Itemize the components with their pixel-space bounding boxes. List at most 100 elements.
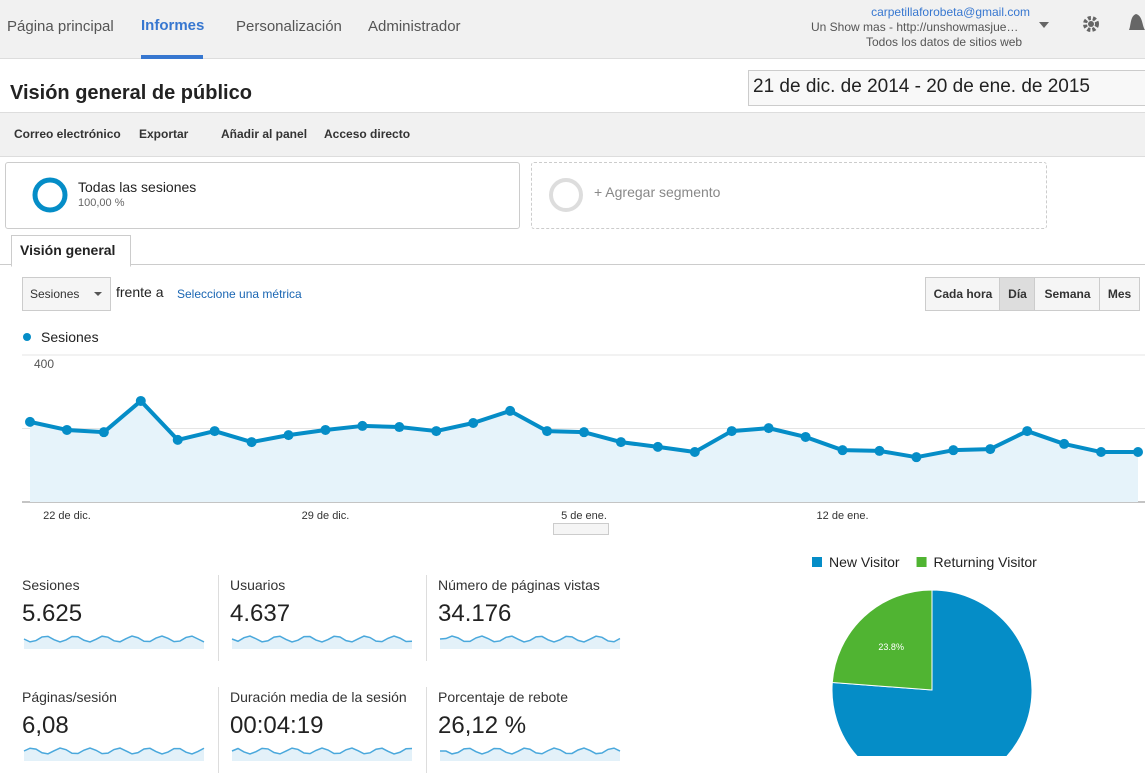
nav-tab[interactable]: Informes	[141, 17, 205, 34]
nav-tab[interactable]: Administrador	[368, 18, 461, 35]
view: Todos los datos de sitios web	[866, 35, 1023, 49]
point	[652, 441, 663, 452]
pie-label: 23.8%	[878, 642, 904, 652]
tab-rule	[0, 264, 1145, 265]
top-nav	[0, 0, 1145, 59]
tab-indicator	[141, 55, 203, 59]
page-title: Visión general de público	[10, 82, 252, 104]
notifications-icon[interactable]	[1128, 12, 1145, 36]
x-tick-label: 22 de dic.	[43, 510, 91, 522]
segment-icon	[32, 177, 68, 213]
point	[246, 437, 257, 448]
date-picker[interactable]	[748, 70, 1145, 106]
tab[interactable]	[11, 235, 131, 267]
area	[30, 400, 1138, 502]
legend-marker	[23, 333, 31, 341]
sparkline	[439, 635, 621, 649]
metric-divider	[426, 575, 427, 661]
metric-select-label[interactable]: Sesiones	[30, 287, 80, 301]
point	[98, 427, 109, 438]
metric-label: Duración media de la sesión	[230, 689, 407, 705]
granularity-button[interactable]: Día	[999, 277, 1036, 311]
granularity-button[interactable]: Cada hora	[925, 277, 1001, 311]
point	[431, 426, 442, 437]
point	[726, 426, 737, 437]
point	[283, 430, 294, 441]
add-segment-label[interactable]: + Agregar segmento	[594, 184, 721, 200]
metric-value: 4.637	[230, 600, 291, 627]
point	[985, 444, 996, 455]
metric-value: 34.176	[438, 600, 512, 627]
account-email[interactable]: carpetillaforobeta@gmail.com	[871, 5, 1030, 19]
metric-value: 00:04:19	[230, 712, 324, 739]
versus-text: frente a	[116, 284, 164, 300]
metric-value: 6,08	[22, 712, 69, 739]
metric-label: Número de páginas vistas	[438, 577, 600, 593]
metric-divider	[426, 687, 427, 773]
toolbar-button[interactable]: Acceso directo	[324, 127, 411, 141]
chart-resize-handle[interactable]	[553, 523, 609, 535]
dropdown-arrow[interactable]	[1039, 22, 1049, 33]
x-tick-label: 12 de ene.	[817, 510, 869, 522]
toolbar	[0, 112, 1145, 157]
point	[542, 426, 553, 437]
dropdown-arrow	[94, 292, 102, 300]
x-tick-label: 5 de ene.	[561, 510, 607, 522]
point	[172, 434, 183, 445]
metric-label: Páginas/sesión	[22, 689, 117, 705]
pie-chart: New Visitor Returning Visitor 76.2% 23.8%	[812, 554, 1038, 756]
sparkline	[23, 635, 205, 649]
sparkline	[439, 747, 621, 761]
line-chart: 20040022 de dic.29 de dic.5 de ene.12 de…	[22, 329, 1145, 522]
metric-divider	[218, 687, 219, 773]
add-segment-icon	[549, 178, 583, 212]
point	[357, 420, 368, 431]
legend-label: New Visitor	[829, 554, 900, 570]
point	[948, 445, 959, 456]
add-segment[interactable]	[531, 162, 1047, 229]
point	[61, 424, 72, 435]
point	[615, 437, 626, 448]
metric-label: Usuarios	[230, 577, 286, 593]
segment-card[interactable]	[5, 162, 520, 229]
point	[800, 431, 811, 442]
settings-icon[interactable]	[1081, 14, 1101, 34]
metric-label: Sesiones	[22, 577, 80, 593]
point	[1059, 438, 1070, 449]
point	[837, 445, 848, 456]
point	[468, 417, 479, 428]
date-range[interactable]: 21 de dic. de 2014 - 20 de ene. de 2015	[753, 76, 1090, 97]
legend-label: Returning Visitor	[934, 554, 1038, 570]
nav-tab[interactable]: Página principal	[7, 18, 114, 35]
x-tick-label: 29 de dic.	[302, 510, 350, 522]
toolbar-button[interactable]: Añadir al panel	[221, 127, 308, 141]
toolbar-button[interactable]: Exportar	[139, 127, 189, 141]
segment-name: Todas las sesiones	[78, 179, 197, 195]
granularity-button[interactable]: Mes	[1099, 277, 1140, 311]
point	[763, 423, 774, 434]
property[interactable]: Un Show mas - http://unshowmasjue…	[811, 20, 1019, 34]
metric-label: Porcentaje de rebote	[438, 689, 568, 705]
segment-share: 100,00 %	[78, 197, 125, 209]
toolbar-button[interactable]: Correo electrónico	[14, 127, 121, 141]
nav-tab[interactable]: Personalización	[236, 18, 342, 35]
point	[874, 445, 885, 456]
metric-divider	[218, 575, 219, 661]
point	[579, 427, 589, 438]
point	[209, 426, 220, 437]
point	[25, 416, 35, 427]
granularity-button[interactable]: Semana	[1034, 277, 1101, 311]
point	[689, 447, 700, 458]
legend-label: Sesiones	[41, 329, 99, 345]
metric-value: 5.625	[22, 600, 83, 627]
point	[320, 424, 331, 435]
tab-label[interactable]: Visión general	[20, 242, 116, 258]
sparkline	[231, 635, 413, 649]
sparkline	[231, 747, 413, 761]
point	[911, 452, 922, 463]
point	[1022, 426, 1033, 437]
point	[135, 395, 146, 406]
legend-marker	[916, 557, 927, 567]
select-metric-link[interactable]: Seleccione una métrica	[177, 287, 302, 301]
